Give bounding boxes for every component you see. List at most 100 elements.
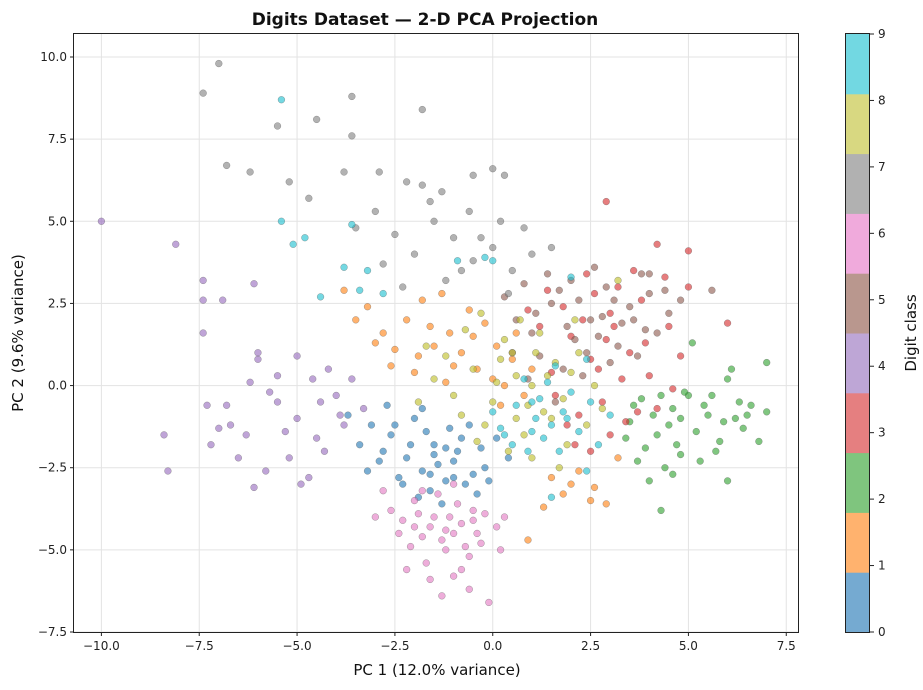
data-point — [504, 447, 513, 455]
data-point — [489, 398, 497, 406]
data-point — [547, 421, 556, 429]
data-point — [320, 447, 329, 455]
data-point — [551, 398, 560, 406]
data-point — [387, 431, 395, 439]
data-point — [575, 467, 583, 475]
y-tick-label: −2.5 — [38, 461, 67, 475]
data-point — [442, 352, 450, 360]
data-point — [305, 194, 313, 202]
colorbar-tick-label: 2 — [878, 492, 886, 506]
colorbar-segments — [846, 34, 870, 633]
data-point — [653, 404, 661, 413]
data-point — [528, 365, 536, 373]
data-point — [645, 372, 653, 380]
data-point — [289, 240, 297, 248]
data-point — [395, 529, 403, 538]
data-point — [614, 342, 622, 350]
data-point — [481, 319, 489, 327]
data-point — [438, 536, 446, 544]
data-point — [371, 207, 379, 216]
data-point — [446, 513, 454, 521]
data-point — [215, 59, 223, 68]
x-tick-label: −2.5 — [380, 639, 409, 653]
data-point — [669, 385, 677, 393]
data-point — [410, 414, 419, 423]
data-point — [567, 480, 575, 488]
data-point — [653, 329, 661, 337]
data-point — [555, 286, 563, 294]
data-point — [500, 335, 509, 344]
data-point — [469, 171, 477, 179]
data-point — [242, 431, 250, 439]
data-point — [438, 592, 446, 600]
data-point — [547, 414, 556, 423]
data-point — [430, 450, 438, 459]
data-point — [543, 372, 552, 380]
grid — [74, 34, 798, 633]
data-point — [297, 480, 305, 488]
data-point — [418, 467, 426, 475]
data-point — [489, 243, 497, 252]
data-point — [629, 266, 638, 275]
colorbar-segment-0 — [846, 572, 870, 633]
data-point — [473, 437, 481, 446]
data-point — [222, 401, 231, 409]
data-point — [676, 296, 685, 304]
data-point — [547, 243, 556, 252]
data-point — [594, 332, 603, 340]
data-point — [500, 381, 509, 390]
data-point — [262, 467, 270, 475]
data-point — [222, 161, 231, 170]
data-point — [164, 467, 172, 475]
data-point — [661, 286, 669, 294]
data-point — [528, 454, 536, 462]
data-point — [575, 349, 583, 357]
data-point — [665, 309, 673, 317]
data-point — [254, 355, 262, 363]
data-point — [496, 355, 505, 363]
data-point — [528, 381, 536, 390]
data-point — [512, 329, 520, 337]
data-point — [340, 263, 348, 271]
x-tick-label: 2.5 — [581, 639, 600, 653]
data-point — [442, 444, 450, 452]
colorbar-tick-label: 3 — [878, 426, 886, 440]
data-point — [559, 365, 567, 373]
data-point — [563, 322, 571, 331]
data-point — [493, 434, 501, 442]
data-point — [586, 398, 595, 406]
colorbar-ticks: 0 1 2 3 4 5 6 7 8 9 — [870, 27, 886, 639]
data-point — [594, 441, 603, 449]
data-point — [559, 408, 567, 416]
data-point — [254, 349, 262, 357]
data-point — [618, 375, 626, 383]
data-point — [449, 480, 458, 488]
data-point — [391, 230, 399, 239]
data-point — [626, 349, 634, 357]
data-point — [669, 404, 677, 413]
data-point — [199, 296, 207, 304]
data-point — [735, 398, 743, 406]
data-point — [598, 398, 606, 406]
data-point — [700, 401, 708, 409]
data-point — [536, 322, 544, 331]
data-point — [418, 533, 426, 541]
data-point — [414, 510, 423, 518]
y-tick-label: 0.0 — [48, 379, 67, 393]
data-point — [532, 414, 540, 423]
data-point — [516, 316, 524, 324]
data-point — [375, 457, 383, 465]
data-point — [465, 585, 473, 593]
data-point — [665, 421, 673, 429]
data-point — [418, 404, 426, 413]
data-point — [496, 217, 505, 225]
x-tick-label: −7.5 — [185, 639, 214, 653]
data-point — [387, 362, 395, 370]
colorbar-tick-label: 5 — [878, 293, 886, 307]
data-point — [723, 375, 732, 383]
data-point — [160, 431, 168, 439]
data-point — [348, 375, 356, 383]
data-point — [246, 378, 254, 386]
data-point — [453, 500, 462, 508]
